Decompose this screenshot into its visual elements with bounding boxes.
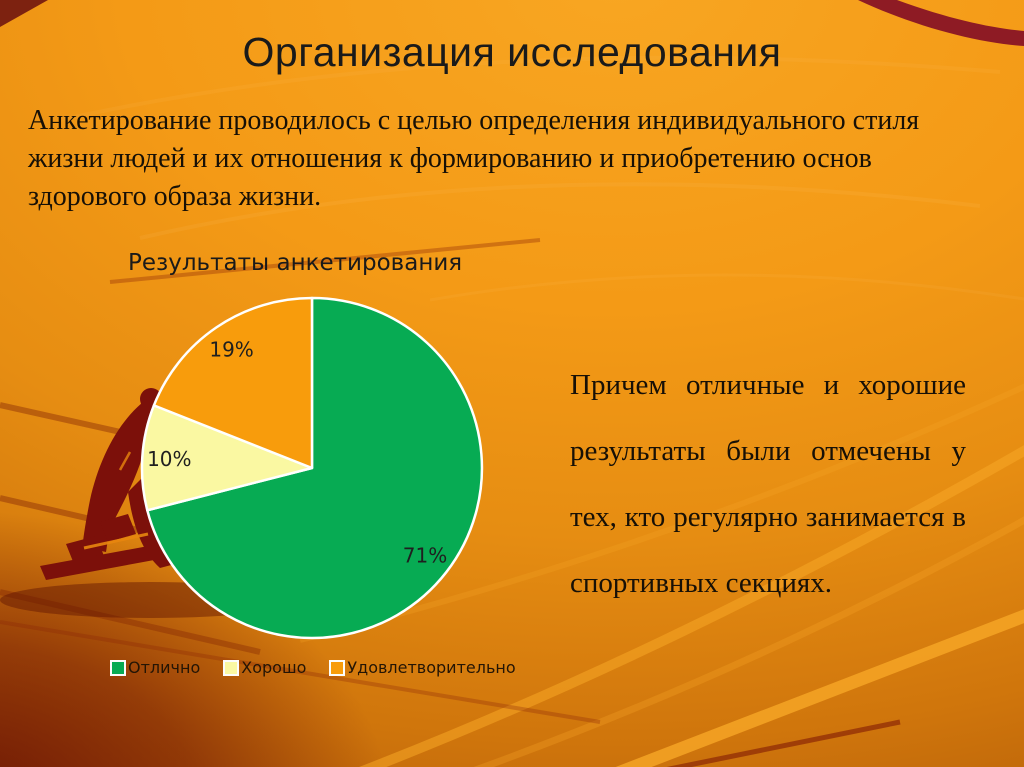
legend-item: Удовлетворительно xyxy=(329,658,516,677)
chart-legend: Отлично Хорошо Удовлетворительно xyxy=(110,658,516,677)
legend-item: Отлично xyxy=(110,658,200,677)
lane-highlight-stripe xyxy=(615,609,1024,767)
chart-title: Результаты анкетирования xyxy=(128,250,463,276)
lane-highlight-curve xyxy=(359,445,1024,767)
legend-label: Хорошо xyxy=(241,658,307,677)
lane-highlight-curve xyxy=(299,383,1024,643)
pie-label-1: 10% xyxy=(147,447,191,471)
page-title: Организация исследования xyxy=(242,29,782,75)
pie-slice-2 xyxy=(152,296,314,470)
intro-paragraph: Анкетирование проводилось с целью опреде… xyxy=(28,105,920,212)
legend-swatch-icon xyxy=(223,659,240,676)
runner-arm xyxy=(92,468,118,552)
starting-block xyxy=(100,514,136,542)
pie-slice-1 xyxy=(140,404,314,512)
track-arc xyxy=(429,273,1024,302)
top-right-corner-ribbon xyxy=(858,0,1024,46)
side-note-paragraph: Причем отличные и хорошие результаты был… xyxy=(570,369,966,599)
legend-item: Хорошо xyxy=(223,658,306,677)
top-left-corner-triangle xyxy=(0,0,48,27)
lane-dark-line xyxy=(0,589,261,655)
lane-shadow-line xyxy=(666,719,901,767)
legend-swatch-icon xyxy=(329,659,346,676)
track-arc xyxy=(139,182,981,240)
lane-shadow-line xyxy=(0,620,601,724)
track-arc xyxy=(59,55,1001,122)
lane-shadow-line xyxy=(109,238,541,284)
legend-label: Отлично xyxy=(128,658,201,677)
pie-chart: 71% 10% 19% xyxy=(140,296,484,640)
pie-slice-0 xyxy=(146,296,484,640)
runner-highlight xyxy=(118,451,132,471)
pie-label-0: 71% xyxy=(403,544,447,568)
legend-swatch-icon xyxy=(110,659,126,676)
starting-block-rail xyxy=(40,542,176,580)
legend-label: Удовлетворительно xyxy=(347,658,516,677)
pie-label-2: 19% xyxy=(209,338,253,362)
runner-highlight xyxy=(83,532,149,550)
lane-highlight-curve xyxy=(473,516,1024,767)
